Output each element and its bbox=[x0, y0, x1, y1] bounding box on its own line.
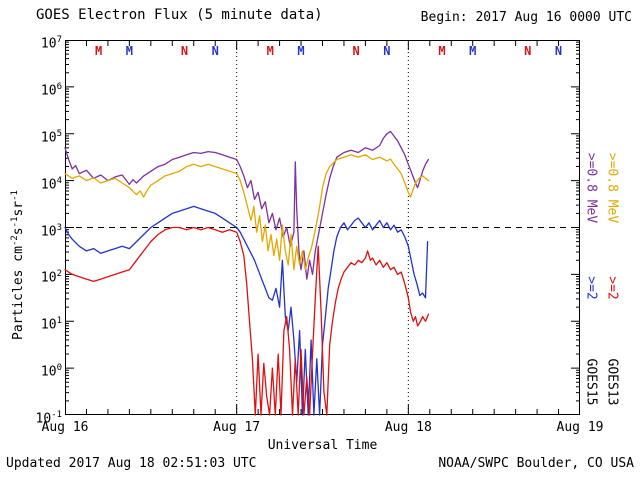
series-goes15-e08 bbox=[64, 130, 430, 280]
x-tick-label: Aug 18 bbox=[384, 420, 432, 435]
local-time-marker-m: M bbox=[438, 44, 445, 58]
y-tick-label: 104 bbox=[40, 175, 62, 192]
y-tick-label: 102 bbox=[40, 269, 62, 286]
updated-timestamp: Updated 2017 Aug 18 02:51:03 UTC bbox=[6, 456, 257, 471]
legend-goes13-energy-2: >=2 bbox=[604, 276, 620, 300]
local-time-marker-m: M bbox=[126, 44, 133, 58]
y-tick-label: 106 bbox=[40, 81, 62, 99]
local-time-marker-n: N bbox=[524, 44, 531, 58]
local-time-marker-n: N bbox=[181, 44, 188, 58]
local-time-marker-m: M bbox=[267, 44, 274, 58]
x-tick-label: Aug 19 bbox=[556, 420, 604, 435]
begin-time-label: Begin: 2017 Aug 16 0000 UTC bbox=[420, 10, 632, 25]
local-time-marker-n: N bbox=[353, 44, 360, 58]
y-tick-label: 101 bbox=[40, 316, 62, 333]
x-tick-label: Aug 17 bbox=[213, 420, 261, 435]
chart-title: GOES Electron Flux (5 minute data) bbox=[36, 7, 323, 23]
series-goes13-e08 bbox=[64, 154, 430, 271]
y-tick-label: 107 bbox=[40, 35, 62, 52]
local-time-marker-n: N bbox=[383, 44, 390, 58]
series-goes15-e2 bbox=[64, 205, 429, 416]
source-credit: NOAA/SWPC Boulder, CO USA bbox=[438, 456, 634, 471]
legend-goes15-name: GOES15 bbox=[583, 358, 599, 406]
local-time-marker-m: M bbox=[297, 44, 304, 58]
axis-ticks bbox=[66, 41, 579, 414]
y-tick-label: 103 bbox=[40, 222, 62, 239]
x-tick-label: Aug 16 bbox=[41, 420, 89, 435]
x-axis-title: Universal Time bbox=[267, 438, 378, 453]
local-time-marker-n: N bbox=[212, 44, 219, 58]
legend-goes13-name: GOES13 bbox=[604, 358, 620, 406]
legend-goes15-energy-2: >=2 bbox=[583, 276, 599, 300]
legend-goes13-energy-0_8: >=0.8 MeV bbox=[604, 152, 620, 224]
y-tick-label: 100 bbox=[40, 363, 62, 380]
local-time-marker-m: M bbox=[95, 44, 102, 58]
y-tick-label: 10-1 bbox=[35, 410, 63, 427]
local-time-marker-n: N bbox=[555, 44, 562, 58]
legend-goes15-energy-0_8: >=0.8 MeV bbox=[583, 152, 599, 224]
local-time-marker-m: M bbox=[469, 44, 476, 58]
series-goes13-e2 bbox=[64, 226, 430, 416]
y-tick-label: 105 bbox=[40, 128, 62, 146]
